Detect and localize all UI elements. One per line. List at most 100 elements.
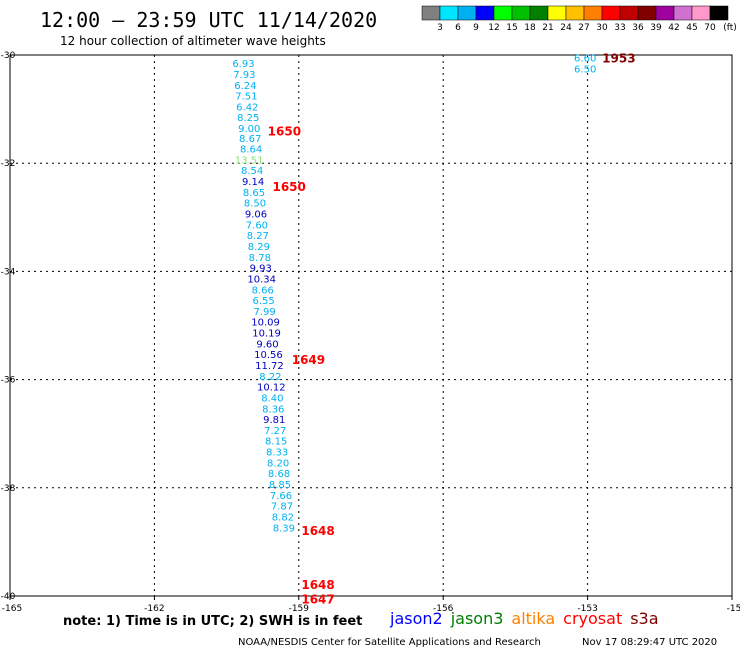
y-tick-label: -40 (1, 592, 16, 602)
footer-credit: NOAA/NESDIS Center for Satellite Applica… (238, 637, 541, 648)
satellite-name-s3a: s3a (630, 609, 658, 628)
wave-height-value: 8.27 (247, 231, 269, 242)
satellite-legend: jason2 jason3 altika cryosat s3a (389, 609, 659, 628)
y-tick-label: -36 (1, 376, 16, 386)
satellite-name-altika: altika (511, 609, 555, 628)
wave-height-value: 6.50 (574, 65, 596, 76)
color-swatch (673, 5, 693, 21)
grid-lines (10, 55, 732, 596)
wave-height-value: 9.81 (263, 415, 285, 426)
color-swatch (529, 5, 549, 21)
y-tick-label: -32 (1, 159, 16, 169)
wave-height-value: 8.54 (241, 166, 263, 177)
wave-height-value: 8.66 (252, 285, 274, 296)
color-swatch (565, 5, 585, 21)
wave-height-value: 8.33 (266, 448, 288, 459)
pass-time-label: 1650 (268, 125, 301, 139)
wave-height-value: 8.67 (239, 134, 261, 145)
wave-height-value: 8.36 (262, 404, 284, 415)
x-tick-label: -159 (289, 604, 310, 614)
wave-height-value: 8.85 (269, 480, 291, 491)
color-swatch (475, 5, 495, 21)
color-scale-label: 42 (668, 23, 679, 33)
color-scale-unit: (ft) (723, 23, 737, 33)
wave-height-value: 8.65 (243, 188, 265, 199)
color-swatch (493, 5, 513, 21)
color-scale-label: 15 (506, 23, 517, 33)
x-tick-label: -165 (2, 604, 22, 614)
plot-frame (9, 54, 733, 597)
wave-height-value: 10.09 (251, 318, 280, 329)
pass-time-label: 1647 (301, 593, 334, 607)
pass-time-label: 1648 (301, 578, 334, 592)
wave-height-value: 8.68 (268, 469, 290, 480)
color-scale-label: 33 (614, 23, 625, 33)
wave-height-value: 9.06 (245, 210, 267, 221)
color-scale-label: 3 (437, 23, 443, 33)
wave-height-value: 8.15 (265, 437, 287, 448)
footer-timestamp: Nov 17 08:29:47 UTC 2020 (582, 637, 717, 648)
color-scale-legend: 3 6 9 12 15 18 21 24 27 30 33 36 39 42 45 70 (ft) (421, 5, 737, 33)
color-swatch (709, 5, 729, 21)
color-swatch (583, 5, 603, 21)
wave-height-value: 7.87 (271, 502, 293, 513)
color-scale-label: 6 (455, 23, 461, 33)
wave-height-value: 6.42 (236, 102, 258, 113)
pass-time-label: 1649 (292, 353, 325, 367)
y-tick-label: -38 (1, 484, 16, 494)
wave-height-value: 6.24 (234, 81, 256, 92)
color-scale-label: 12 (488, 23, 499, 33)
color-swatch (655, 5, 675, 21)
x-axis-ticks: -165 -162 -159 -156 -153 -15 (2, 596, 740, 614)
wave-height-value: 8.22 (259, 372, 281, 383)
wave-height-value: 10.56 (254, 350, 283, 361)
color-swatch (637, 5, 657, 21)
wave-height-value: 6.60 (574, 54, 596, 65)
color-swatch (619, 5, 639, 21)
wave-height-value: 10.34 (247, 274, 276, 285)
color-swatch (601, 5, 621, 21)
wave-height-value: 8.39 (273, 523, 295, 534)
wave-height-value: 13.51 (235, 155, 264, 166)
wave-height-value: 7.51 (235, 92, 257, 103)
wave-height-value: 10.19 (252, 329, 281, 340)
wave-height-value: 8.29 (248, 242, 270, 253)
color-swatch (511, 5, 531, 21)
wave-height-value: 10.12 (257, 383, 286, 394)
color-scale-label: 9 (473, 23, 479, 33)
pass-time-label: 1953 (602, 52, 635, 66)
wave-height-value: 8.40 (261, 393, 283, 404)
wave-height-value: 8.78 (249, 253, 271, 264)
wave-height-value: 7.60 (246, 220, 268, 231)
wave-height-value: 9.00 (238, 124, 260, 135)
y-tick-label: -34 (1, 267, 16, 277)
wave-height-value: 8.25 (237, 113, 259, 124)
wave-height-value: 6.55 (253, 296, 275, 307)
x-tick-label: -156 (433, 604, 454, 614)
color-scale-label: 27 (578, 23, 589, 33)
satellite-name-jason2: jason2 (389, 609, 443, 628)
wave-height-value: 8.82 (272, 512, 294, 523)
color-scale-label: 39 (650, 23, 662, 33)
color-scale-label: 70 (704, 23, 716, 33)
color-swatch (691, 5, 711, 21)
x-tick-label: -15 (727, 604, 740, 614)
color-scale-label: 21 (542, 23, 553, 33)
wave-height-value: 7.93 (233, 70, 255, 81)
satellite-name-cryosat: cryosat (563, 609, 622, 628)
color-swatch (457, 5, 477, 21)
wave-height-value: 8.20 (267, 458, 289, 469)
color-scale-label: 30 (596, 23, 608, 33)
color-scale-label: 45 (686, 23, 697, 33)
chart-subtitle: 12 hour collection of altimeter wave hei… (60, 34, 326, 48)
color-scale-label: 18 (524, 23, 536, 33)
wave-height-value: 9.60 (256, 339, 278, 350)
wave-height-value: 7.27 (264, 426, 286, 437)
wave-height-value: 7.99 (253, 307, 275, 318)
pass-time-label: 1648 (301, 524, 334, 538)
wave-height-value: 7.66 (270, 491, 292, 502)
color-swatch (439, 5, 459, 21)
wave-height-value: 8.50 (244, 199, 266, 210)
